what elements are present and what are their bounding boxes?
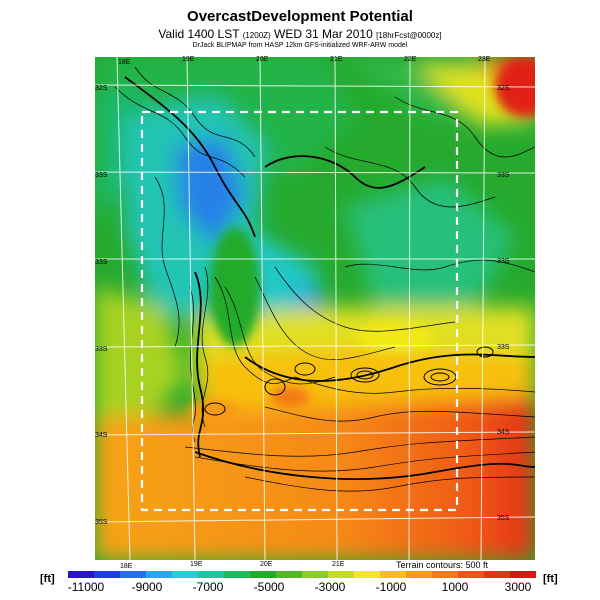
overcast-potential-field [95,57,535,560]
colorbar-swatch [432,571,459,578]
forecast-run: [18hrFcst@0000z] [376,31,442,40]
colorbar-swatch [458,571,485,578]
lat-label-right-6: 35S [497,515,510,522]
lon-label-bottom-18e: 18E [120,563,133,570]
colorbar-unit-left: [ft] [40,573,55,585]
lat-label-right-4: 33S [497,344,510,351]
map-title: OvercastDevelopment Potential [187,8,413,25]
colorbar-swatch [198,571,225,578]
utc-time: (1200Z) [242,31,271,40]
lon-label-bottom-20e: 20E [260,561,273,568]
colorbar-swatch [120,571,147,578]
colorbar-tick-label: -1000 [375,580,407,594]
inner-domain-boundary [140,110,459,512]
colorbar-tick-label: -3000 [314,580,346,594]
colorbar [68,571,536,578]
colorbar-swatch [172,571,199,578]
colorbar-tick-label: 1000 [441,580,469,594]
colorbar-swatch [380,571,407,578]
lat-label-left-3: 33S [95,259,108,266]
valid-time: Valid 1400 LST [158,27,240,41]
colorbar-swatch [146,571,173,578]
lat-label-left-2: 33S [95,172,108,179]
colorbar-tick-label: -7000 [192,580,224,594]
lat-label-right-5: 34S [497,429,510,436]
colorbar-swatch [224,571,251,578]
colorbar-swatch [250,571,277,578]
colorbar-swatch [276,571,303,578]
lat-label-left-1: 32S [95,85,108,92]
colorbar-swatch [302,571,329,578]
colorbar-tick-label: 3000 [504,580,532,594]
colorbar-swatch [68,571,95,578]
valid-time-line: Valid 1400 LST (1200Z) WED 31 Mar 2010 [… [0,27,600,41]
model-credit: DrJack BLIPMAP from HASP 12km GFS-initia… [192,42,408,49]
lon-label-top-22e: 22E [404,56,417,63]
lat-label-left-6: 35S [95,519,108,526]
colorbar-tick-label: -11000 [67,580,105,594]
colorbar-swatch [328,571,355,578]
valid-date: WED 31 Mar 2010 [274,27,373,41]
lon-label-bottom-21e: 21E [332,561,345,568]
lon-label-top-23e: 23E [478,56,491,63]
lon-label-bottom-19e: 19E [190,561,203,568]
lon-label-top-20e: 20E [256,56,269,63]
colorbar-swatch [354,571,381,578]
colorbar-swatch [94,571,121,578]
terrain-contours [114,66,535,492]
lat-label-left-5: 34S [95,432,108,439]
terrain-contour-note: Terrain contours: 500 ft [396,560,489,570]
lon-label-top-21e: 21E [330,56,343,63]
major-terrain-contours [124,76,535,480]
lon-label-top-19e: 19E [182,56,195,63]
lat-lon-grid [95,57,535,560]
lat-label-right-2: 33S [497,172,510,179]
colorbar-tick-label: -9000 [131,580,163,594]
colorbar-swatch [484,571,511,578]
lat-label-left-4: 33S [95,346,108,353]
colorbar-swatch [406,571,433,578]
forecast-map [95,57,535,560]
lon-label-top-18e: 18E [118,59,131,66]
colorbar-swatch [510,571,536,578]
colorbar-tick-label: -5000 [253,580,285,594]
colorbar-unit-right: [ft] [543,573,558,585]
lat-label-right-1: 32S [497,85,510,92]
terrain-peaks [204,346,494,416]
lat-label-right-3: 33S [497,258,510,265]
